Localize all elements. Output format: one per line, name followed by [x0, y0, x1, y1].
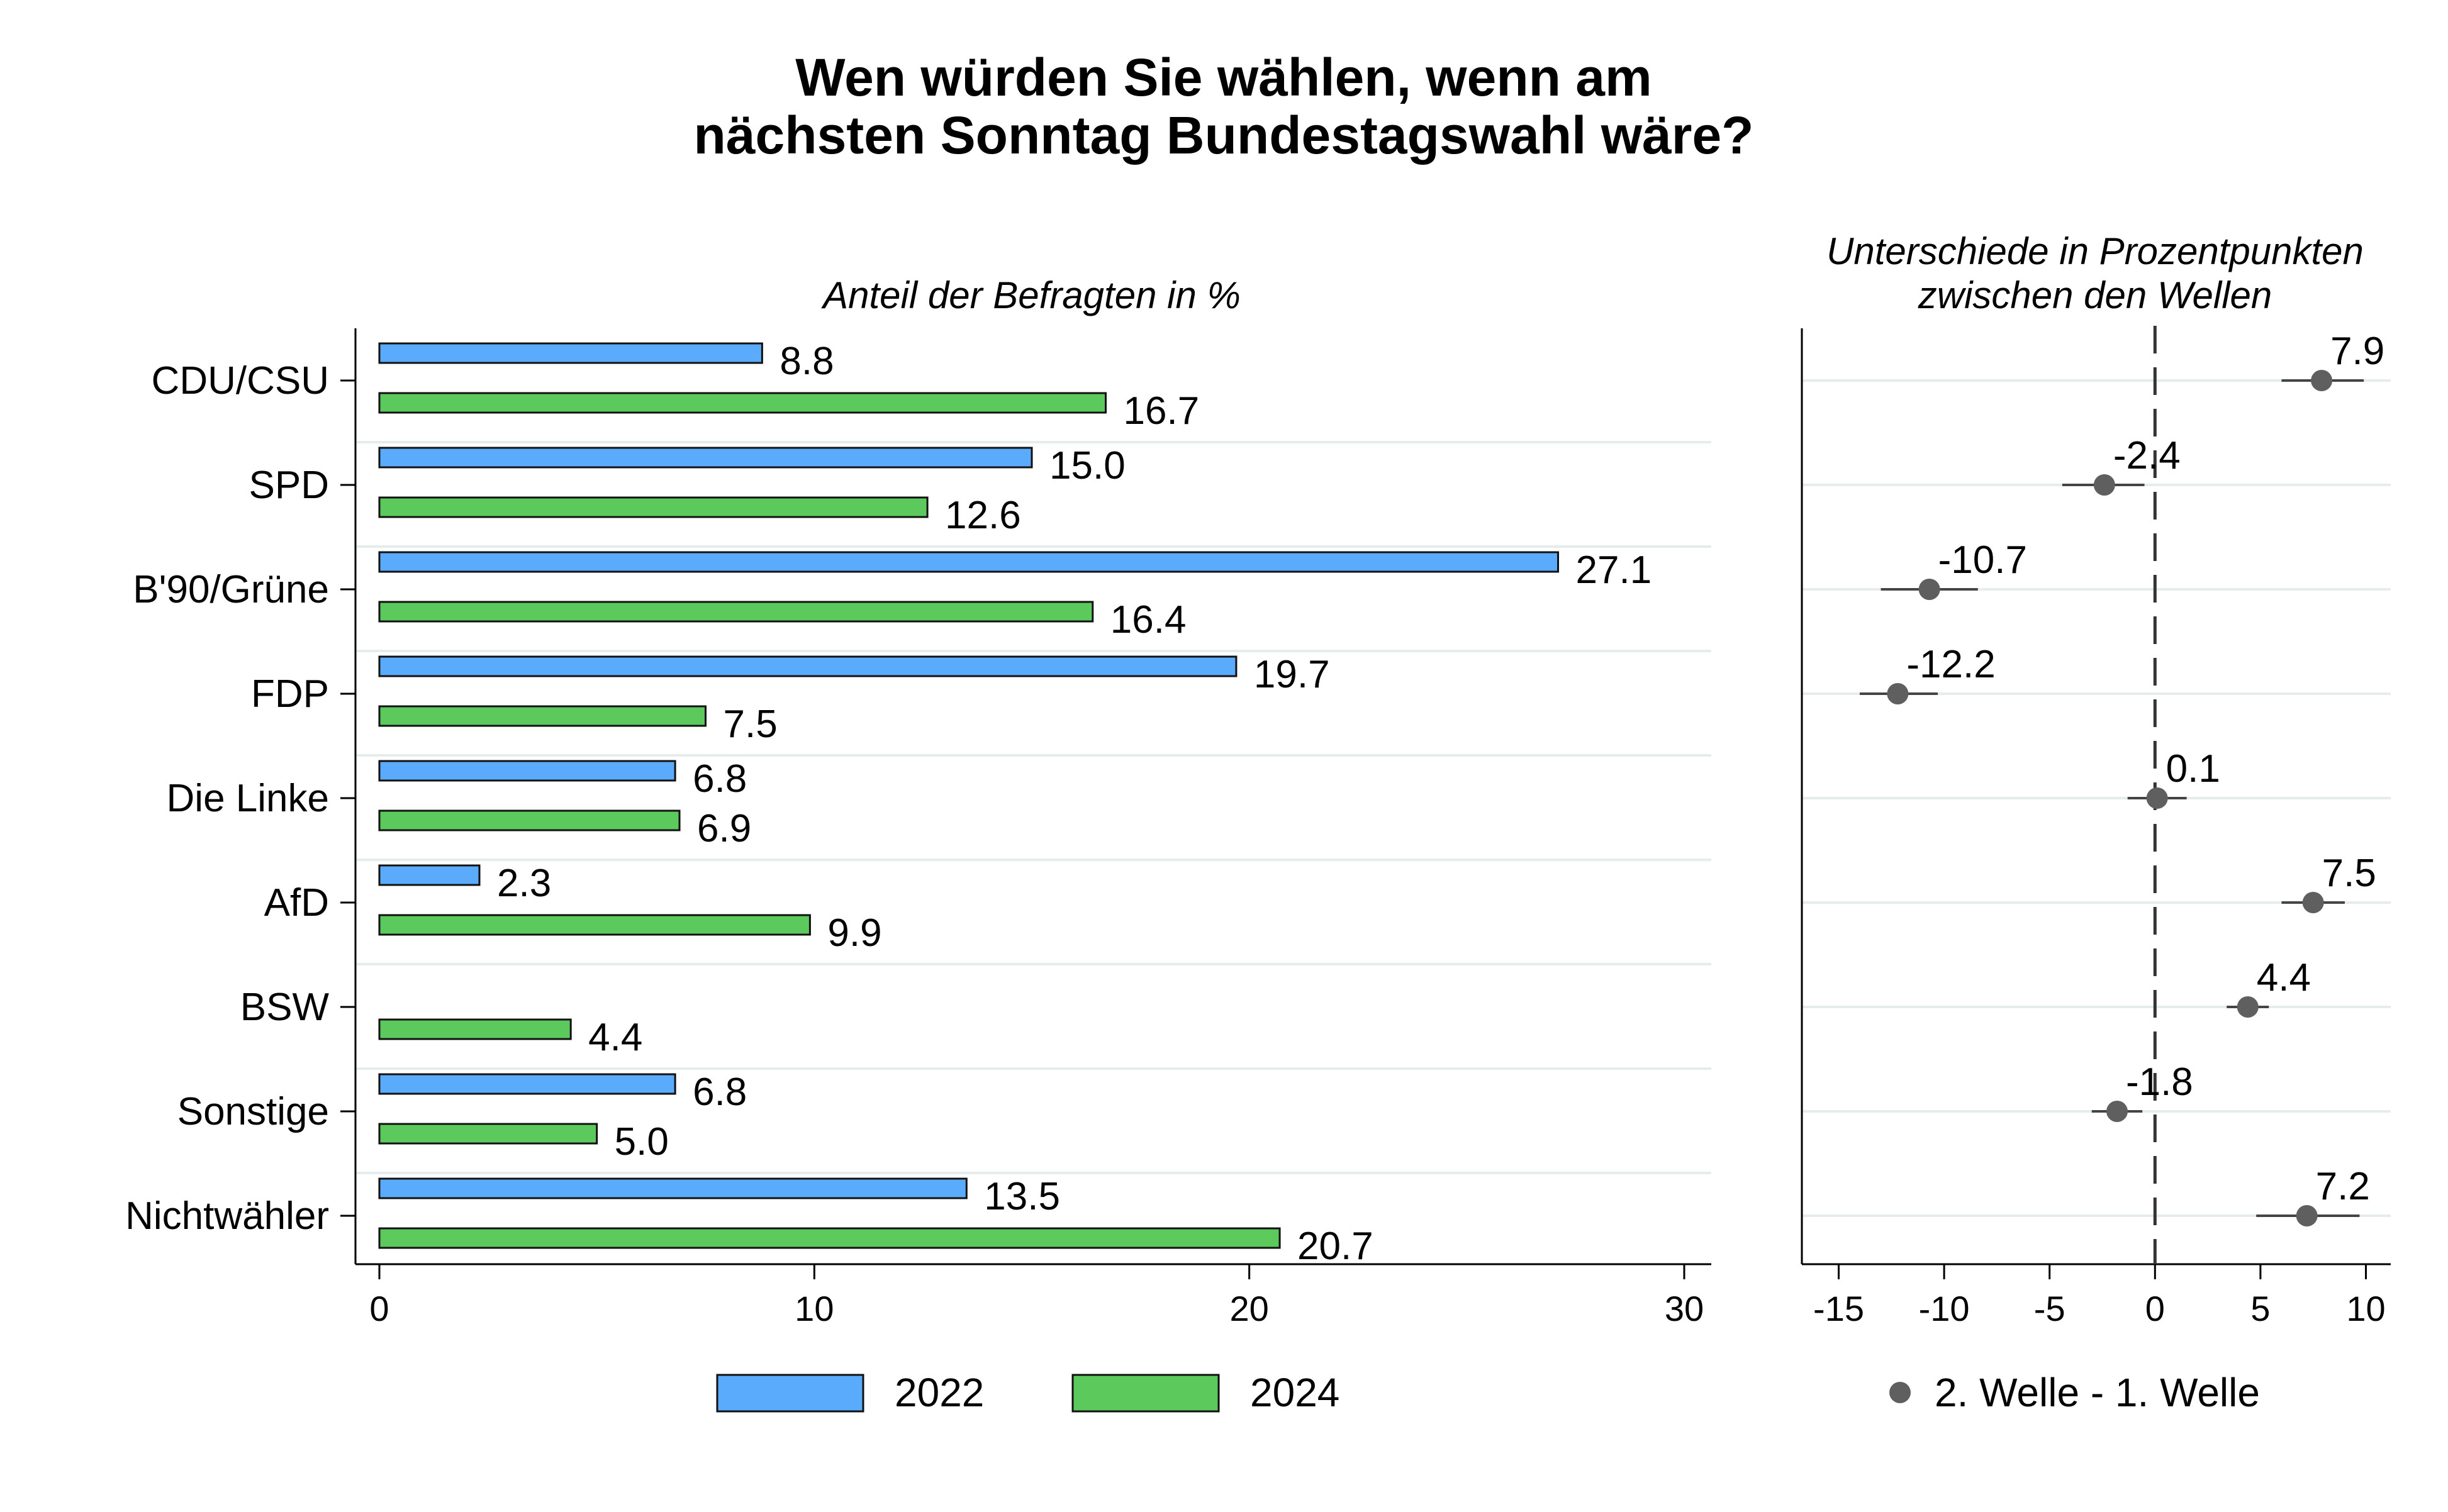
bar-x-tick-label: 10 — [795, 1289, 834, 1328]
bar-value-label: 6.9 — [697, 807, 751, 850]
bar-2022 — [378, 342, 763, 364]
bar-2024 — [378, 1227, 1281, 1249]
bar-x-tick-label: 30 — [1665, 1289, 1704, 1328]
right-panel-subtitle-line-2: zwischen den Wellen — [1918, 274, 2272, 316]
category-label: Die Linke — [167, 777, 329, 820]
category-label: SPD — [249, 464, 329, 507]
diff-value-label: 7.5 — [2322, 852, 2376, 895]
diff-x-tick-label: 5 — [2250, 1289, 2270, 1328]
diff-x-tick-label: 0 — [2145, 1289, 2165, 1328]
bar-x-tick-label: 0 — [369, 1289, 389, 1328]
bar-2024 — [378, 705, 707, 727]
bar-2022 — [378, 655, 1238, 677]
bar-value-label: 6.8 — [693, 757, 747, 801]
legend-label: 2. Welle - 1. Welle — [1935, 1370, 2260, 1415]
legend-swatch-2022 — [716, 1374, 864, 1413]
bar-2022 — [378, 1073, 676, 1095]
bar-value-label: 9.9 — [827, 911, 881, 955]
bar-2022 — [378, 551, 1560, 573]
bar-value-label: 2.3 — [497, 862, 551, 905]
diff-value-label: 7.9 — [2330, 330, 2384, 373]
bar-value-label: 4.4 — [588, 1016, 642, 1059]
bar-2024 — [378, 914, 811, 936]
diff-x-tick-label: -5 — [2034, 1289, 2065, 1328]
legend-label: 2024 — [1250, 1370, 1339, 1415]
diff-point — [2311, 370, 2333, 391]
bar-value-label: 15.0 — [1049, 444, 1126, 487]
bar-2024 — [378, 1018, 572, 1040]
bar-value-label: 13.5 — [984, 1175, 1060, 1218]
diff-point — [1918, 579, 1940, 600]
diff-value-label: -12.2 — [1906, 643, 1995, 686]
chart-title-line-2: nächsten Sonntag Bundestagswahl wäre? — [694, 106, 1754, 165]
bar-value-label: 5.0 — [615, 1120, 669, 1164]
category-label: B'90/Grüne — [133, 568, 329, 611]
category-label: BSW — [240, 986, 330, 1029]
bar-value-label: 6.8 — [693, 1070, 747, 1114]
diff-value-label: 0.1 — [2166, 747, 2220, 791]
diff-x-tick-label: 10 — [2346, 1289, 2385, 1328]
chart-title-line-1: Wen würden Sie wählen, wenn am — [795, 48, 1652, 107]
bar-value-label: 19.7 — [1254, 653, 1330, 696]
bar-2024 — [378, 1123, 598, 1145]
legends: 2022 2024 2. Welle - 1. Welle — [716, 1370, 2260, 1415]
category-label: CDU/CSU — [152, 359, 329, 403]
bar-value-label: 20.7 — [1297, 1225, 1373, 1268]
category-label: AfD — [264, 881, 329, 925]
diff-value-label: 7.2 — [2316, 1165, 2370, 1208]
diff-point — [2237, 996, 2259, 1018]
bar-value-label: 8.8 — [780, 340, 834, 383]
bar-2024 — [378, 601, 1094, 623]
bar-2022 — [378, 760, 676, 782]
category-label: FDP — [251, 672, 329, 716]
bar-value-label: 12.6 — [945, 494, 1021, 537]
diff-point — [2296, 1205, 2318, 1226]
diff-x-tick-label: -10 — [1919, 1289, 1970, 1328]
bar-2024 — [378, 809, 681, 831]
diff-value-label: -1.8 — [2126, 1060, 2193, 1104]
bar-x-tick-label: 20 — [1230, 1289, 1269, 1328]
left-panel-subtitle: Anteil der Befragten in % — [821, 274, 1241, 316]
diff-value-label: -2.4 — [2113, 434, 2181, 477]
diff-point — [2106, 1101, 2128, 1122]
diff-x-tick-label: -15 — [1813, 1289, 1864, 1328]
bar-2022 — [378, 864, 481, 886]
diff-value-label: 4.4 — [2257, 956, 2311, 999]
diff-point — [2093, 474, 2115, 496]
category-label: Sonstige — [177, 1090, 329, 1133]
diff-point — [2146, 787, 2168, 809]
bar-value-label: 16.4 — [1110, 598, 1187, 642]
diff-point — [2302, 892, 2324, 913]
difference-panel: -15 -10 -5 0 5 10 7.9 -2.4 -10.7 -12.2 0.1 7.5 4.4 -1… — [1801, 326, 2391, 1328]
legend-marker-difference — [1889, 1382, 1911, 1403]
right-panel-subtitle-line-1: Unterschiede in Prozentpunkten — [1826, 230, 2364, 272]
diff-value-label: -10.7 — [1938, 538, 2027, 582]
legend-swatch-2024 — [1071, 1374, 1220, 1413]
bar-panel: 0 10 20 30 CDU/CSU 8.8 16.7 SPD 15.0 12.6 B'90/Grü… — [125, 328, 1711, 1328]
bar-2024 — [378, 496, 929, 518]
bar-value-label: 7.5 — [724, 703, 778, 746]
diff-point — [1887, 683, 1909, 704]
bar-2022 — [378, 1177, 968, 1199]
legend-label: 2022 — [895, 1370, 984, 1415]
bar-2024 — [378, 392, 1107, 414]
bar-2022 — [378, 447, 1033, 469]
bar-value-label: 27.1 — [1576, 548, 1652, 592]
category-label: Nichtwähler — [125, 1194, 329, 1238]
bar-value-label: 16.7 — [1124, 389, 1200, 433]
